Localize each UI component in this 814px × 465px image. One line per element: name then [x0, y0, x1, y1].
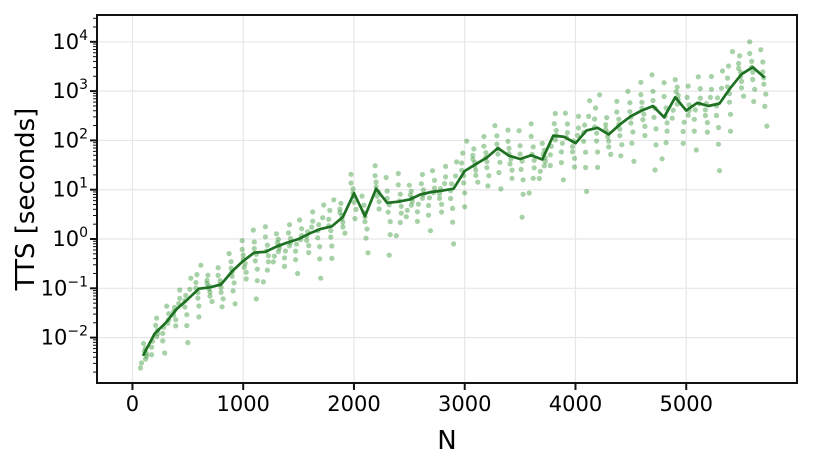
y-tick-labels: 10−2 10−1 100 101 102 103 104: [41, 28, 88, 350]
plot-border: [96, 14, 798, 384]
svg-text:3000: 3000: [438, 392, 491, 416]
svg-text:1000: 1000: [216, 392, 269, 416]
axis-ticks: [90, 17, 688, 390]
svg-text:101: 101: [52, 176, 88, 202]
x-tick-labels: 0 1000 2000 3000 4000 5000: [126, 392, 713, 416]
svg-text:104: 104: [52, 28, 88, 54]
svg-text:102: 102: [52, 126, 88, 152]
gridlines: [97, 15, 797, 383]
svg-text:100: 100: [52, 225, 88, 251]
y-axis-label: TTS [seconds]: [11, 107, 41, 291]
svg-text:103: 103: [52, 77, 88, 103]
x-axis-label: N: [437, 426, 457, 456]
svg-text:4000: 4000: [549, 392, 602, 416]
svg-text:0: 0: [126, 392, 139, 416]
run-scatter-points: [137, 39, 770, 371]
svg-text:5000: 5000: [660, 392, 713, 416]
svg-text:10−2: 10−2: [41, 324, 88, 350]
median-line: [142, 65, 766, 357]
svg-text:10−1: 10−1: [41, 274, 88, 300]
svg-text:2000: 2000: [327, 392, 380, 416]
